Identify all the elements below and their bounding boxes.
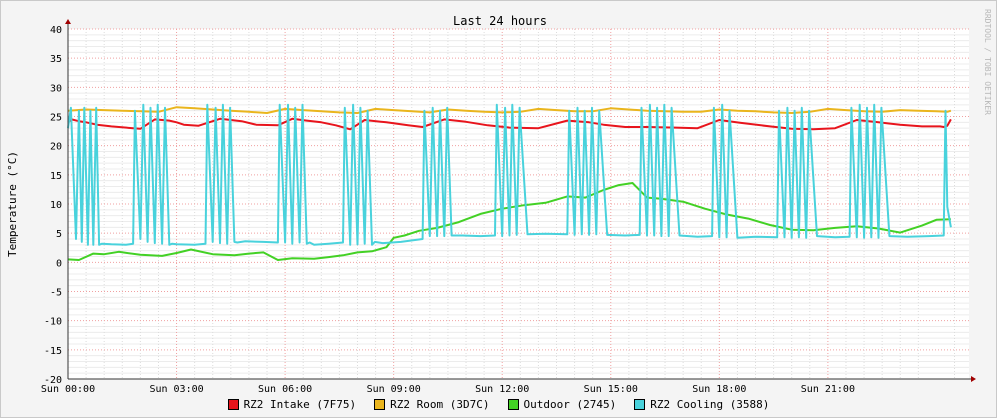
legend-label: RZ2 Intake (7F75) [243,397,357,411]
y-tick-label: 40 [50,25,62,36]
x-tick-label: Sun 12:00 [475,384,529,393]
y-tick-label: 30 [50,83,62,94]
series-line [67,103,952,246]
series-lines [67,103,952,261]
legend-item: RZ2 Cooling (3588) [634,398,769,411]
legend-swatch [374,398,386,410]
x-tick-label: Sun 15:00 [584,384,638,393]
legend-item: RZ2 Intake (7F75) [227,397,357,411]
legend-item: RZ2 Room (3D7C) [374,397,490,411]
x-tick-label: Sun 21:00 [801,384,855,393]
y-axis-arrow [65,19,71,24]
y-tick-label: 15 [50,171,62,182]
legend-label: RZ2 Room (3D7C) [390,397,490,411]
x-tick-labels: Sun 00:00 Sun 03:00 Sun 06:00 Sun 09:00 Sun … [41,384,855,393]
y-tick-label: -20 [44,375,62,386]
y-tick-label: 25 [50,113,62,124]
x-tick-label: Sun 09:00 [367,384,421,393]
legend-swatch [227,398,239,410]
axes [65,19,976,382]
legend-swatch [507,398,519,410]
x-tick-label: Sun 03:00 [149,384,203,393]
chart-title: Last 24 hours [453,14,547,28]
y-tick-labels: -20 -15 -10 -5 0 5 10 15 20 25 30 35 40 [44,25,62,386]
x-tick-label: Sun 06:00 [258,384,312,393]
legend: RZ2 Intake (7F75) RZ2 Room (3D7C) Outdoor … [1,395,996,413]
legend-label: Outdoor (2745) [523,397,617,411]
y-tick-label: -10 [44,317,62,328]
y-tick-label: 0 [56,258,62,269]
legend-label: RZ2 Cooling (3588) [650,397,770,411]
y-tick-label: -5 [50,288,62,299]
rrdtool-watermark: RRDTOOL / TOBI OETIKER [983,9,992,115]
y-tick-label: 5 [56,229,62,240]
y-tick-label: 35 [50,54,62,65]
y-tick-label: 20 [50,142,62,153]
x-tick-label: Sun 00:00 [41,384,95,393]
y-axis-label: Temperature (°C) [6,151,19,257]
y-tick-label: 10 [50,200,62,211]
y-tick-label: -15 [44,346,62,357]
legend-swatch [634,398,646,410]
legend-item: Outdoor (2745) [507,397,617,411]
x-tick-label: Sun 18:00 [692,384,746,393]
x-axis-arrow [971,376,976,382]
